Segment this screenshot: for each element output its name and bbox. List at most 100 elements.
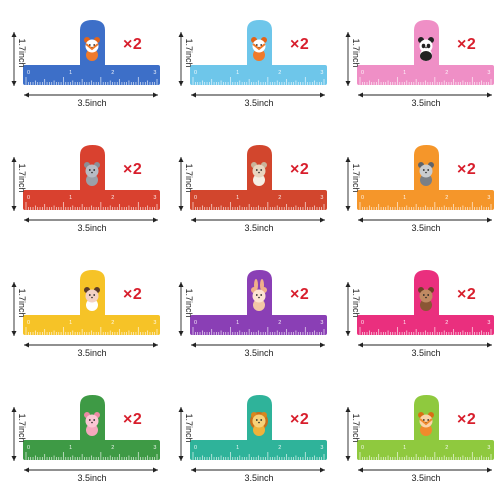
- ruler-number: 2: [111, 195, 114, 201]
- ruler-ticks: [359, 202, 492, 210]
- ruler-number: 1: [69, 195, 72, 201]
- ruler-number: 2: [278, 70, 281, 76]
- width-dimension-arrow: [191, 217, 325, 223]
- width-label: 3.5inch: [244, 348, 274, 358]
- ruler-clip: 0 1 2 3: [345, 395, 494, 473]
- width-label: 3.5inch: [244, 473, 274, 483]
- quantity-label: ×2: [457, 36, 477, 53]
- ruler-number: 3: [153, 320, 156, 326]
- ruler-number: 1: [236, 195, 239, 201]
- ruler-ticks: [25, 202, 158, 210]
- ruler-number: 0: [361, 70, 364, 76]
- ruler-ticks: [359, 77, 492, 85]
- owl-icon: [418, 162, 434, 186]
- rabbit-icon: [251, 279, 267, 311]
- width-label: 3.5inch: [77, 473, 107, 483]
- ruler-number: 2: [445, 320, 448, 326]
- height-label: 1.7inch: [184, 288, 194, 318]
- tiger-icon: [418, 412, 434, 436]
- width-label: 3.5inch: [77, 98, 107, 108]
- width-dimension-arrow: [358, 342, 492, 348]
- ruler-clip: 0 1 2 3: [178, 20, 327, 98]
- fox-icon: [251, 37, 267, 61]
- height-label: 1.7inch: [351, 38, 361, 68]
- width-label: 3.5inch: [411, 473, 441, 483]
- height-dimension-arrow: [345, 282, 351, 336]
- ruler-ticks: [25, 327, 158, 335]
- height-label: 1.7inch: [184, 38, 194, 68]
- quantity-label: ×2: [457, 411, 477, 428]
- panda-icon: [418, 37, 434, 61]
- quantity-label: ×2: [123, 36, 143, 53]
- product-card: 0 1 2 3 ×2 3.5inch 1.7inch: [334, 375, 500, 500]
- cow-icon: [84, 287, 100, 311]
- ruler-number: 2: [445, 445, 448, 451]
- product-card: 0 1 2 3 ×2 3.5inch 1.7inch: [167, 250, 333, 375]
- width-dimension-arrow: [191, 467, 325, 473]
- ruler-clip: 0 1 2 3: [11, 395, 160, 473]
- ruler-ticks: [192, 77, 325, 85]
- ruler-ticks: [192, 452, 325, 460]
- width-dimension-arrow: [24, 92, 158, 98]
- ruler-clip: 0 1 2 3: [345, 270, 494, 348]
- ruler-number: 3: [487, 70, 490, 76]
- ruler-number: 1: [236, 70, 239, 76]
- height-dimension-arrow: [11, 157, 17, 211]
- ruler-number: 1: [403, 445, 406, 451]
- ruler-number: 3: [320, 70, 323, 76]
- product-card: 0 1 2 3 ×2 3.5inch 1.7inch: [0, 250, 166, 375]
- height-label: 1.7inch: [351, 163, 361, 193]
- ruler-number: 3: [320, 320, 323, 326]
- ruler-ticks: [25, 77, 158, 85]
- height-label: 1.7inch: [351, 413, 361, 443]
- width-label: 3.5inch: [77, 348, 107, 358]
- ruler-number: 2: [111, 70, 114, 76]
- width-label: 3.5inch: [411, 348, 441, 358]
- ruler-number: 1: [403, 70, 406, 76]
- product-card: 0 1 2 3 ×2 3.5inch 1.7inch: [334, 0, 500, 125]
- quantity-label: ×2: [123, 161, 143, 178]
- ruler-clip: 0 1 2 3: [11, 270, 160, 348]
- width-dimension-arrow: [358, 92, 492, 98]
- quantity-label: ×2: [290, 36, 310, 53]
- ruler-number: 3: [320, 195, 323, 201]
- height-label: 1.7inch: [184, 413, 194, 443]
- ruler-ticks: [192, 202, 325, 210]
- height-dimension-arrow: [178, 282, 184, 336]
- ruler-number: 3: [153, 445, 156, 451]
- ruler-number: 1: [403, 320, 406, 326]
- quantity-label: ×2: [123, 286, 143, 303]
- ruler-clip: 0 1 2 3: [345, 145, 494, 223]
- width-dimension-arrow: [191, 342, 325, 348]
- width-label: 3.5inch: [411, 98, 441, 108]
- ruler-number: 2: [111, 320, 114, 326]
- width-dimension-arrow: [358, 467, 492, 473]
- quantity-label: ×2: [457, 161, 477, 178]
- height-label: 1.7inch: [351, 288, 361, 318]
- ruler-clip: 0 1 2 3: [11, 20, 160, 98]
- ruler-clip: 0 1 2 3: [178, 270, 327, 348]
- product-card: 0 1 2 3 ×2 3.5inch 1.7inch: [167, 375, 333, 500]
- height-label: 1.7inch: [17, 288, 27, 318]
- ruler-number: 0: [27, 195, 30, 201]
- height-dimension-arrow: [178, 32, 184, 86]
- width-label: 3.5inch: [244, 98, 274, 108]
- ruler-number: 3: [153, 195, 156, 201]
- ruler-number: 1: [69, 445, 72, 451]
- height-label: 1.7inch: [17, 38, 27, 68]
- product-card: 0 1 2 3 ×2 3.5inch 1.7inch: [167, 125, 333, 250]
- height-dimension-arrow: [345, 407, 351, 461]
- quantity-label: ×2: [290, 411, 310, 428]
- ruler-number: 0: [194, 195, 197, 201]
- width-dimension-arrow: [191, 92, 325, 98]
- product-card: 0 1 2 3 ×2 3.5inch 1.7inch: [334, 125, 500, 250]
- bear-icon: [418, 287, 434, 311]
- height-label: 1.7inch: [17, 163, 27, 193]
- ruler-ticks: [192, 327, 325, 335]
- ruler-number: 3: [153, 70, 156, 76]
- quantity-label: ×2: [123, 411, 143, 428]
- width-dimension-arrow: [358, 217, 492, 223]
- ruler-clip: 0 1 2 3: [178, 395, 327, 473]
- ruler-number: 1: [403, 195, 406, 201]
- pig-icon: [84, 412, 100, 436]
